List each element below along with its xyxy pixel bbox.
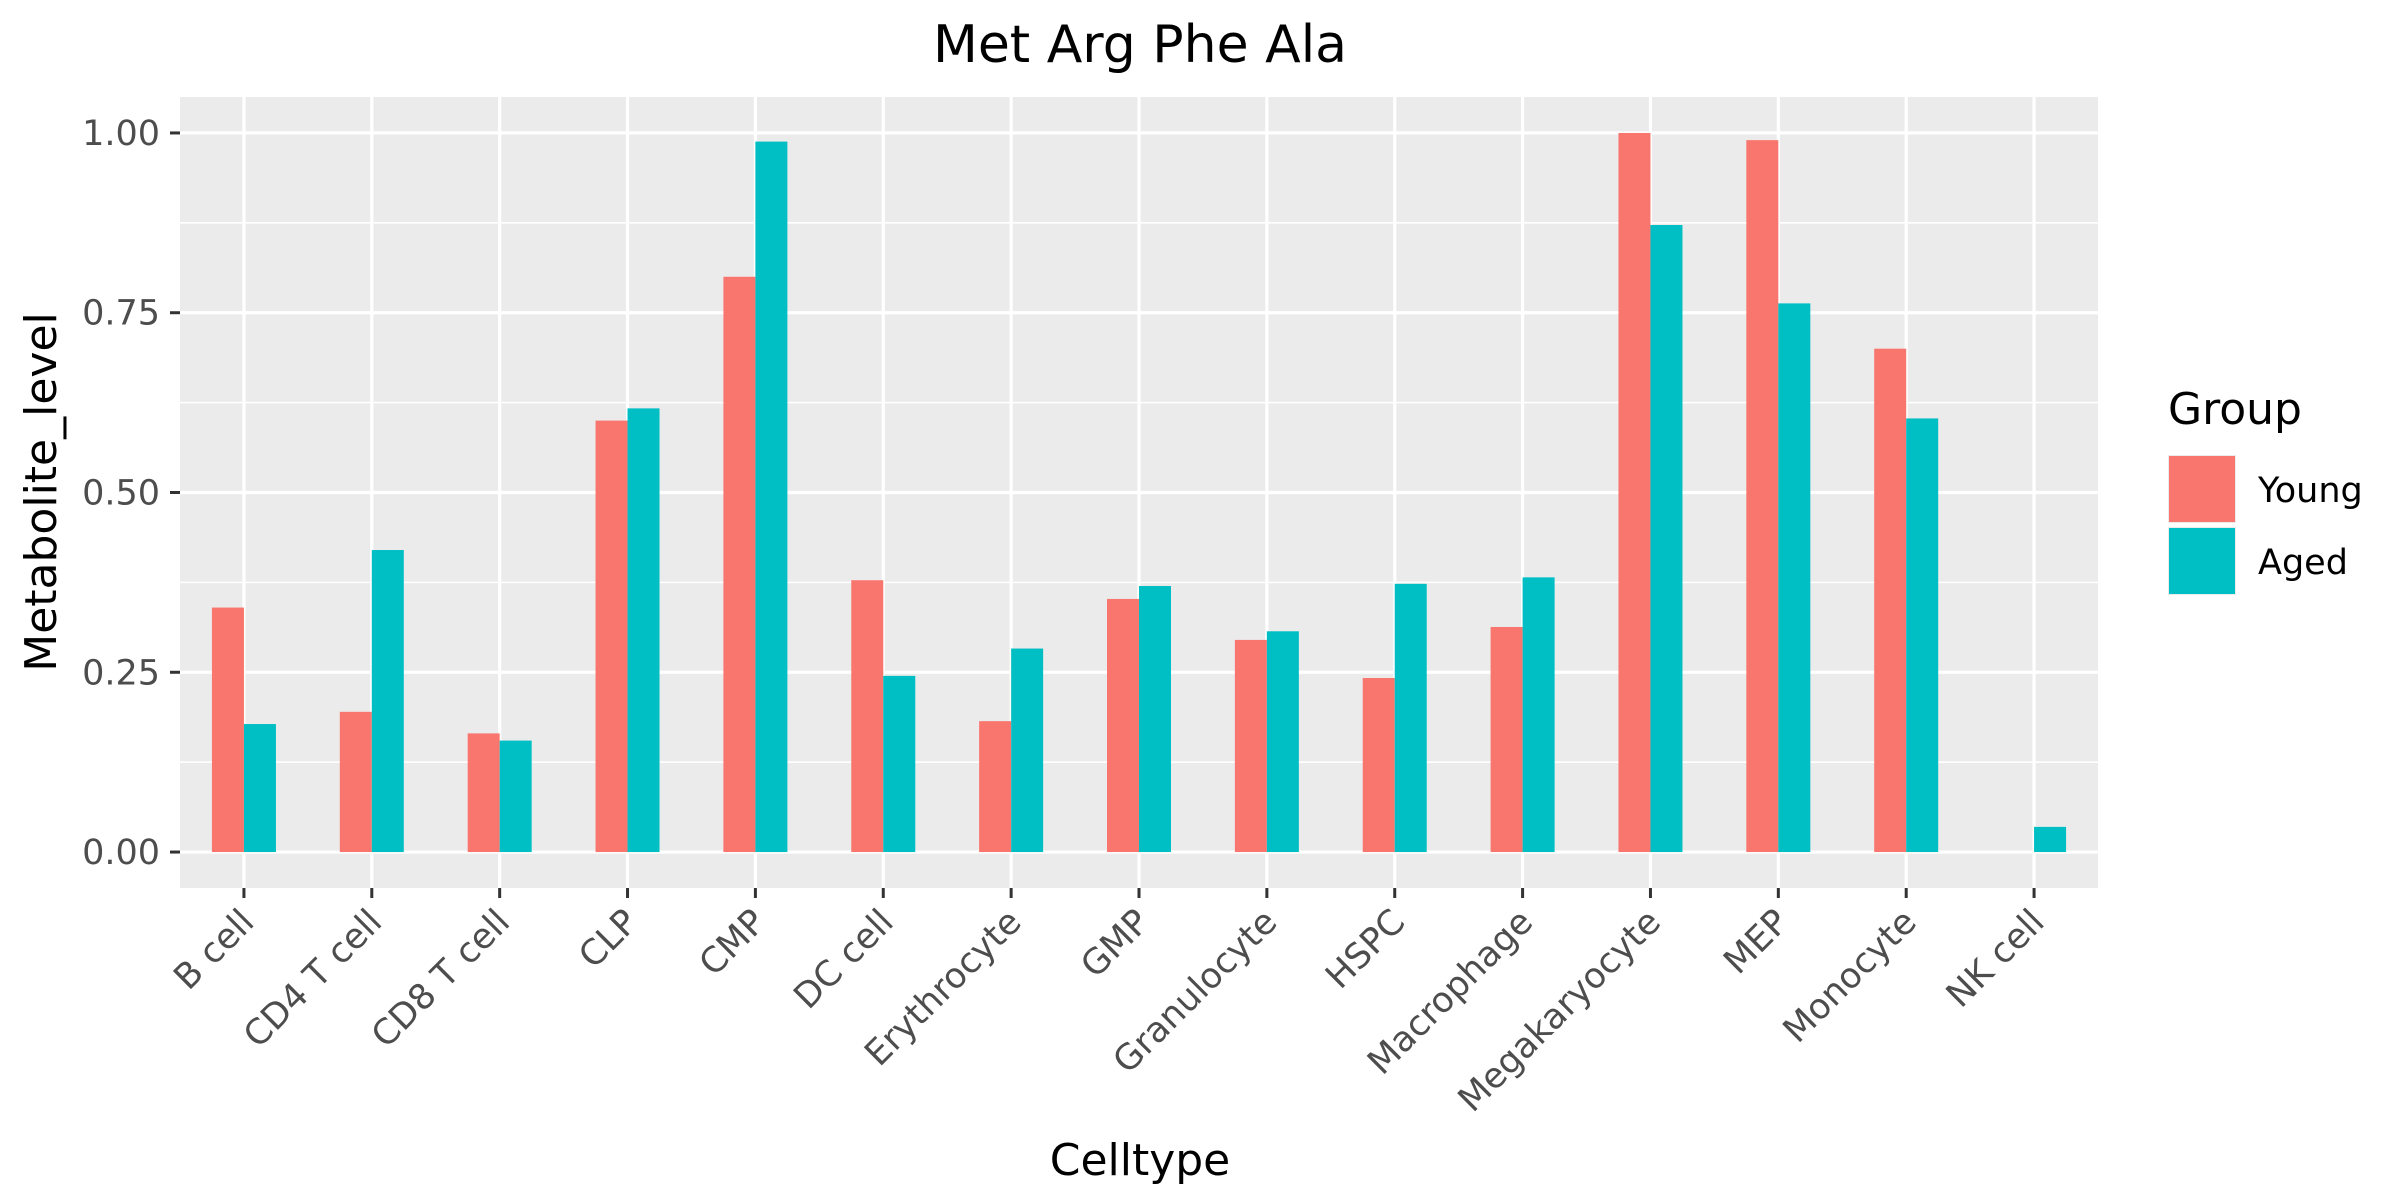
bar-young [723, 276, 756, 853]
bars [211, 132, 2067, 853]
bar-aged [883, 675, 916, 853]
bar-young [1618, 132, 1651, 853]
bar-young [595, 420, 628, 853]
y-axis: 0.00 0.25 0.50 0.75 1.00 [82, 114, 180, 873]
bar-aged [2034, 826, 2067, 853]
y-axis-title: Metabolite_level [16, 312, 67, 672]
legend: Group Young Aged [2168, 384, 2363, 595]
legend-title: Group [2168, 384, 2302, 435]
bar-young [1107, 598, 1139, 853]
bar-young [339, 711, 372, 853]
bar-aged [499, 740, 532, 853]
y-tick-label: 0.25 [82, 653, 160, 693]
bar-aged [755, 141, 788, 853]
bar-young [211, 607, 244, 853]
bar-aged [1266, 631, 1299, 853]
bar-aged [627, 408, 660, 853]
bar-young [467, 733, 500, 853]
bar-young [1490, 626, 1523, 853]
legend-swatch-young [2169, 456, 2235, 522]
bar-aged [1906, 418, 1939, 853]
legend-swatch-aged [2169, 528, 2235, 594]
bar-aged [371, 550, 404, 853]
bar-aged [243, 724, 276, 853]
bar-aged [1394, 583, 1427, 853]
bar-young [1746, 140, 1779, 853]
bar-young [1362, 678, 1395, 853]
y-tick-label: 0.75 [82, 294, 160, 334]
bar-young [979, 721, 1012, 853]
chart-title: Met Arg Phe Ala [933, 15, 1347, 75]
bar-aged [1139, 585, 1171, 853]
legend-label: Young [2257, 471, 2363, 511]
bar-aged [1011, 648, 1044, 853]
bar-young [851, 580, 884, 853]
legend-label: Aged [2258, 543, 2348, 583]
y-tick-label: 0.50 [82, 474, 160, 514]
bar-aged [1522, 577, 1555, 853]
bar-aged [1650, 224, 1683, 853]
x-axis-title: Celltype [1050, 1135, 1231, 1186]
bar-aged [1778, 303, 1811, 853]
y-tick-label: 1.00 [82, 114, 160, 154]
y-tick-label: 0.00 [82, 833, 160, 873]
bar-young [1234, 639, 1267, 853]
bar-young [1874, 348, 1907, 853]
